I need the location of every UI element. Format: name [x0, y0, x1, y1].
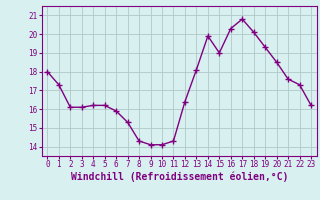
X-axis label: Windchill (Refroidissement éolien,°C): Windchill (Refroidissement éolien,°C): [70, 172, 288, 182]
